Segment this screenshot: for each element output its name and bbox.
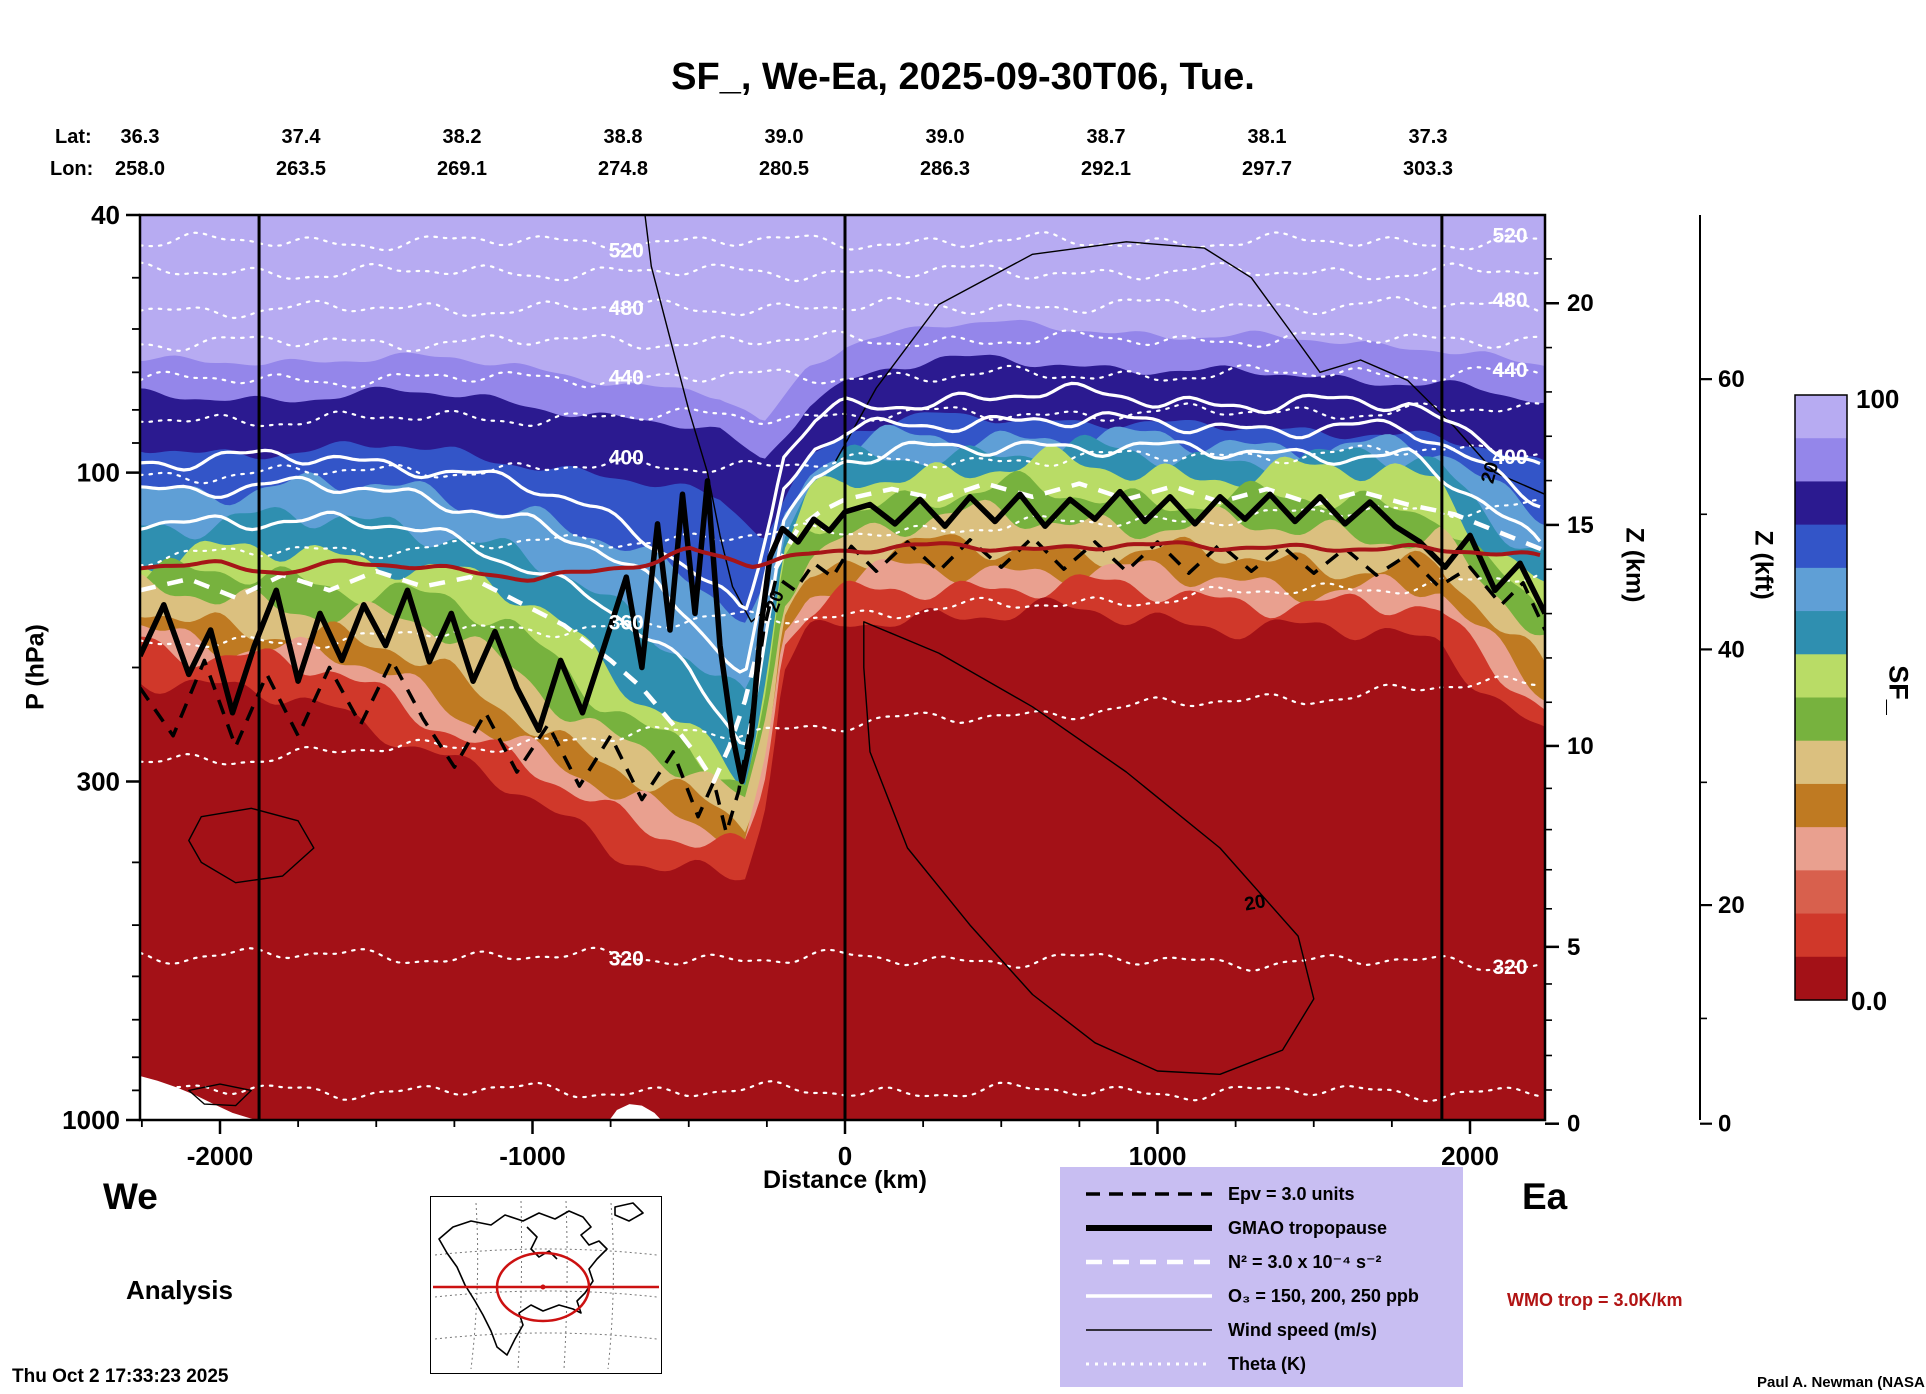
legend-line-sample: [1086, 1259, 1212, 1265]
lon-value: 280.5: [758, 158, 810, 180]
svg-text:5: 5: [1567, 934, 1580, 961]
svg-text:400: 400: [609, 447, 644, 470]
analysis-label: Analysis: [126, 1275, 233, 1305]
svg-text:60: 60: [1718, 366, 1745, 393]
lat-value: 38.8: [603, 126, 643, 148]
svg-text:480: 480: [609, 297, 644, 320]
svg-text:-1000: -1000: [499, 1141, 566, 1171]
svg-text:320: 320: [609, 947, 644, 970]
lat-value: 37.4: [281, 126, 321, 148]
colorbar-title: SF_: [1883, 665, 1914, 715]
chart-title: SF_, We-Ea, 2025-09-30T06, Tue.: [671, 56, 1255, 98]
colorbar-max-label: 100: [1856, 384, 1900, 414]
legend-entry-theta: Theta (K): [1060, 1347, 1463, 1381]
wmo-trop-note: WMO trop = 3.0K/km: [1507, 1290, 1683, 1310]
legend-entry-label: Epv = 3.0 units: [1228, 1183, 1355, 1204]
lon-value: 286.3: [919, 158, 971, 180]
svg-text:1000: 1000: [62, 1105, 120, 1135]
legend-entry-o3: O₃ = 150, 200, 250 ppb: [1060, 1279, 1463, 1313]
west-endpoint-label: We: [103, 1176, 158, 1217]
legend-line-sample: [1086, 1294, 1212, 1298]
lon-value: 292.1: [1080, 158, 1132, 180]
lat-value: 38.1: [1247, 126, 1287, 148]
legend-line-sample: [1086, 1362, 1212, 1366]
lon-value: 263.5: [275, 158, 327, 180]
svg-text:15: 15: [1567, 512, 1594, 539]
svg-text:520: 520: [1492, 224, 1527, 247]
legend-line-sample: [1086, 1225, 1212, 1231]
legend-line-sample: [1086, 1329, 1212, 1331]
legend-entry-label: N² = 3.0 x 10⁻⁴ s⁻²: [1228, 1251, 1382, 1272]
lon-value: 297.7: [1241, 158, 1293, 180]
map-coastlines: [438, 1202, 644, 1356]
svg-text:520: 520: [609, 240, 644, 263]
legend-entry-epv: Epv = 3.0 units: [1060, 1177, 1463, 1211]
lon-value: 303.3: [1402, 158, 1454, 180]
svg-text:0: 0: [1567, 1111, 1580, 1138]
east-endpoint-label: Ea: [1522, 1176, 1568, 1217]
svg-text:20: 20: [1243, 891, 1267, 915]
lat-value: 37.3: [1408, 126, 1448, 148]
svg-text:40: 40: [1718, 636, 1745, 663]
lat-label: Lat:: [55, 126, 92, 148]
legend-entry-label: Wind speed (m/s): [1228, 1319, 1377, 1340]
contour-legend: Epv = 3.0 units GMAO tropopause N² = 3.0 x…: [1060, 1167, 1463, 1387]
lon-label: Lon:: [50, 158, 94, 180]
creation-timestamp: Thu Oct 2 17:33:23 2025: [12, 1366, 229, 1387]
svg-text:20: 20: [1718, 892, 1745, 919]
legend-entry-gmao: GMAO tropopause: [1060, 1211, 1463, 1245]
svg-text:2000: 2000: [1441, 1141, 1499, 1171]
svg-text:20: 20: [1567, 290, 1594, 317]
svg-text:400: 400: [1492, 446, 1527, 469]
map-graticule: [434, 1200, 658, 1370]
lon-value: 258.0: [114, 158, 166, 180]
lat-value: 39.0: [925, 126, 965, 148]
svg-text:1000: 1000: [1129, 1141, 1187, 1171]
map-inset: [430, 1196, 662, 1374]
svg-text:10: 10: [1567, 733, 1594, 760]
svg-text:100: 100: [77, 458, 120, 488]
legend-entry-wind: Wind speed (m/s): [1060, 1313, 1463, 1347]
legend-entry-n2: N² = 3.0 x 10⁻⁴ s⁻²: [1060, 1245, 1463, 1279]
legend-entry-label: O₃ = 150, 200, 250 ppb: [1228, 1285, 1419, 1306]
svg-text:0: 0: [1718, 1111, 1731, 1138]
zkm-axis-title: Z (km): [1620, 527, 1649, 603]
svg-text:40: 40: [91, 200, 120, 230]
svg-text:0: 0: [838, 1141, 852, 1171]
svg-text:360: 360: [609, 612, 644, 635]
svg-text:300: 300: [77, 766, 120, 796]
svg-text:480: 480: [1492, 289, 1527, 312]
map-cross-section-track: [433, 1251, 659, 1323]
colorbar-min-label: 0.0: [1851, 986, 1888, 1016]
distance-axis-title: Distance (km): [763, 1166, 927, 1194]
svg-text:440: 440: [1492, 359, 1527, 382]
svg-text:440: 440: [609, 366, 644, 389]
lat-value: 36.3: [120, 126, 160, 148]
svg-text:-2000: -2000: [187, 1141, 254, 1171]
svg-text:320: 320: [1492, 956, 1527, 979]
legend-line-sample: [1086, 1192, 1212, 1196]
zkft-axis-title: Z (kft): [1749, 530, 1778, 600]
lat-value: 38.7: [1086, 126, 1126, 148]
pressure-axis-title: P (hPa): [21, 624, 50, 710]
lat-value: 39.0: [764, 126, 804, 148]
lon-value: 269.1: [436, 158, 488, 180]
legend-entry-label: GMAO tropopause: [1228, 1217, 1388, 1238]
legend-entry-label: Theta (K): [1228, 1353, 1306, 1374]
lat-value: 38.2: [442, 126, 482, 148]
credit-text: Paul A. Newman (NASA: [1757, 1374, 1925, 1391]
lon-value: 274.8: [597, 158, 649, 180]
